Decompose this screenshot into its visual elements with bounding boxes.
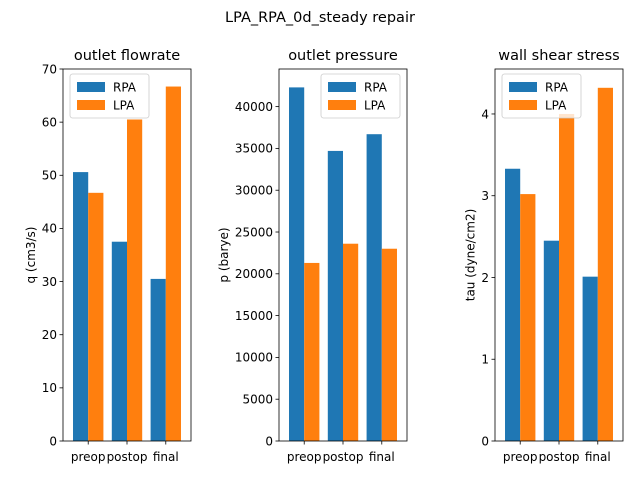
y-tick-label: 1 [481,353,489,367]
y-tick-label: 0 [265,434,273,448]
y-tick-label: 3 [481,189,489,203]
bar-rpa-final [150,278,166,441]
y-tick-label: 30000 [235,184,273,198]
subplot-3: 0 1 2 3 4 preop postop final wall shear stress ta… [463,48,624,464]
bar-lpa-preop [304,262,320,441]
legend-label-rpa: RPA [113,81,137,95]
x-tick-label: preop [503,450,538,464]
legend-label-rpa: RPA [545,81,569,95]
legend-swatch-rpa [328,82,356,92]
y-tick-label: 40000 [235,100,273,114]
y-tick-label: 25000 [235,225,273,239]
y-tick-label: 20000 [235,267,273,281]
y-tick-label: 70 [42,62,57,76]
legend-frame [69,73,150,119]
bar-rpa-postop [327,150,343,442]
y-tick-label: 40 [42,222,57,236]
axes-title: outlet pressure [288,48,398,64]
bar-lpa-final [597,87,613,442]
bar-lpa-final [165,86,181,441]
x-tick-label: final [585,450,611,464]
bar-lpa-preop [88,192,104,441]
legend-frame [320,73,401,119]
bar-rpa-postop [543,240,559,441]
bar-lpa-postop [127,119,143,442]
y-axis-label: q (cm3/s) [24,226,38,283]
legend-label-lpa: LPA [545,99,567,113]
bar-rpa-final [582,276,598,441]
bar-rpa-preop [73,172,89,441]
subplot-1: 0 10 20 30 40 50 60 70 preop postop final outlet fl… [24,48,192,464]
bar-lpa-final [381,248,397,441]
y-tick-label: 0 [49,434,57,448]
legend-swatch-lpa [509,100,537,110]
bar-lpa-preop [520,194,536,441]
y-tick-label: 4 [481,107,489,121]
bar-rpa-final [366,134,382,441]
y-axis-label: tau (dyne/cm2) [463,209,477,302]
legend-label-lpa: LPA [113,99,135,113]
x-tick-label: postop [539,450,580,464]
y-tick-label: 50 [42,169,57,183]
y-tick-label: 35000 [235,142,273,156]
y-tick-label: 60 [42,115,57,129]
legend-swatch-lpa [77,100,105,110]
bar-rpa-preop [505,168,521,441]
y-tick-label: 15000 [235,309,273,323]
y-axis-label: p (barye) [217,227,231,282]
x-tick-label: postop [107,450,148,464]
x-tick-label: postop [323,450,364,464]
axes-title: outlet flowrate [74,48,180,64]
legend-swatch-lpa [328,100,356,110]
bar-rpa-preop [289,87,305,441]
legend-swatch-rpa [77,82,105,92]
legend-swatch-rpa [509,82,537,92]
bar-lpa-postop [343,243,359,441]
y-tick-label: 20 [42,328,57,342]
legend: RPA LPA [501,73,582,119]
bar-rpa-postop [111,241,127,441]
x-tick-label: preop [287,450,322,464]
y-tick-label: 2 [481,271,489,285]
y-tick-label: 5000 [242,393,273,407]
axes-title: wall shear stress [498,48,619,64]
legend-label-rpa: RPA [364,81,388,95]
bar-lpa-postop [559,113,575,441]
figure-suptitle: LPA_RPA_0d_steady repair [225,10,415,26]
y-tick-label: 10000 [235,351,273,365]
legend-label-lpa: LPA [364,99,386,113]
legend: RPA LPA [69,73,150,119]
x-tick-label: preop [71,450,106,464]
subplot-2: 0 5000 10000 15000 20000 25000 30000 35000 40000… [217,48,408,464]
legend: RPA LPA [320,73,401,119]
y-tick-label: 30 [42,275,57,289]
x-tick-label: final [153,450,179,464]
y-tick-label: 10 [42,381,57,395]
x-tick-label: final [369,450,395,464]
y-tick-label: 0 [481,434,489,448]
legend-frame [501,73,582,119]
